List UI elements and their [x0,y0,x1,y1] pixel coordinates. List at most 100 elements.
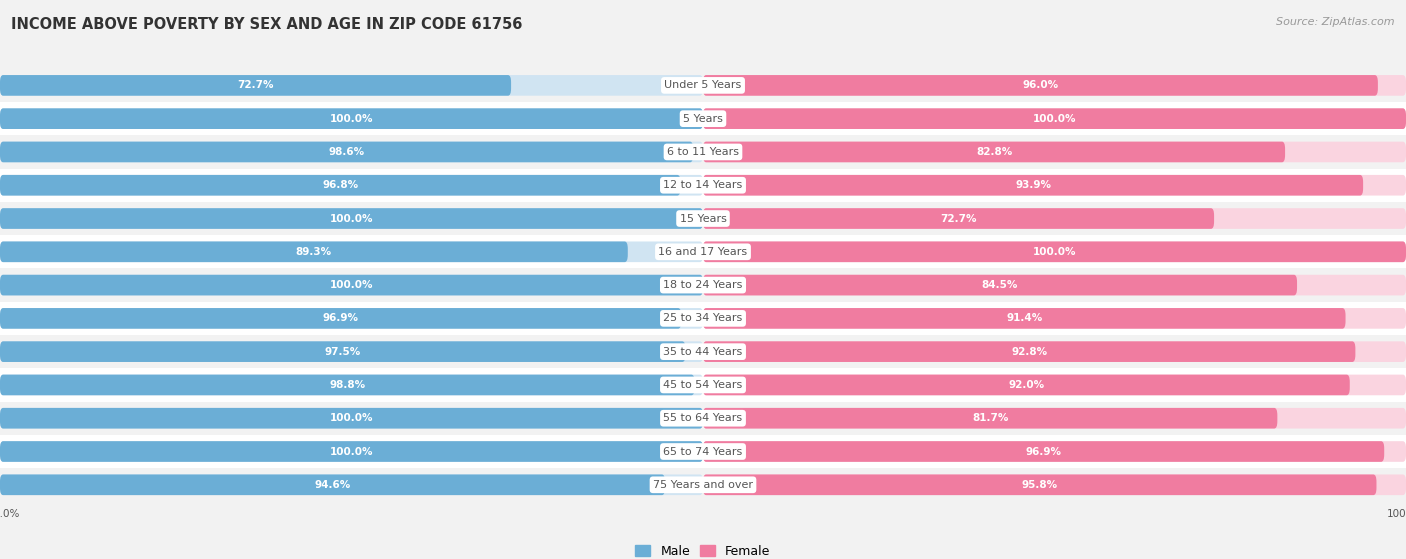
Text: INCOME ABOVE POVERTY BY SEX AND AGE IN ZIP CODE 61756: INCOME ABOVE POVERTY BY SEX AND AGE IN Z… [11,17,523,32]
FancyBboxPatch shape [0,375,703,395]
FancyBboxPatch shape [703,408,1277,429]
Text: 92.8%: 92.8% [1011,347,1047,357]
FancyBboxPatch shape [703,375,1406,395]
FancyBboxPatch shape [0,401,1406,435]
FancyBboxPatch shape [703,475,1376,495]
FancyBboxPatch shape [0,208,703,229]
Text: 72.7%: 72.7% [238,80,274,91]
FancyBboxPatch shape [703,308,1346,329]
FancyBboxPatch shape [0,275,703,295]
FancyBboxPatch shape [703,141,1285,162]
Text: 96.8%: 96.8% [322,180,359,190]
FancyBboxPatch shape [703,75,1406,96]
FancyBboxPatch shape [703,342,1355,362]
FancyBboxPatch shape [0,241,627,262]
Text: 89.3%: 89.3% [295,247,332,257]
Text: 100.0%: 100.0% [330,214,373,224]
FancyBboxPatch shape [0,475,665,495]
FancyBboxPatch shape [703,342,1406,362]
FancyBboxPatch shape [0,342,686,362]
FancyBboxPatch shape [703,275,1406,295]
FancyBboxPatch shape [703,475,1406,495]
FancyBboxPatch shape [0,208,703,229]
Text: 100.0%: 100.0% [330,447,373,457]
FancyBboxPatch shape [0,75,512,96]
Text: 100.0%: 100.0% [1033,247,1076,257]
FancyBboxPatch shape [703,308,1406,329]
Text: 93.9%: 93.9% [1015,180,1052,190]
Text: 96.9%: 96.9% [1025,447,1062,457]
Text: 91.4%: 91.4% [1007,314,1042,323]
Text: 72.7%: 72.7% [941,214,977,224]
FancyBboxPatch shape [0,69,1406,102]
FancyBboxPatch shape [0,408,703,429]
Text: 81.7%: 81.7% [972,413,1008,423]
Text: 84.5%: 84.5% [981,280,1018,290]
Text: 35 to 44 Years: 35 to 44 Years [664,347,742,357]
Text: 5 Years: 5 Years [683,113,723,124]
FancyBboxPatch shape [0,441,703,462]
Text: 94.6%: 94.6% [315,480,350,490]
Text: 95.8%: 95.8% [1022,480,1057,490]
Text: Under 5 Years: Under 5 Years [665,80,741,91]
FancyBboxPatch shape [703,241,1406,262]
FancyBboxPatch shape [703,241,1406,262]
Text: 92.0%: 92.0% [1008,380,1045,390]
Text: 96.9%: 96.9% [322,314,359,323]
FancyBboxPatch shape [0,141,703,162]
FancyBboxPatch shape [703,208,1213,229]
FancyBboxPatch shape [703,141,1406,162]
Text: 82.8%: 82.8% [976,147,1012,157]
Text: 25 to 34 Years: 25 to 34 Years [664,314,742,323]
Text: 18 to 24 Years: 18 to 24 Years [664,280,742,290]
FancyBboxPatch shape [0,375,695,395]
FancyBboxPatch shape [0,268,1406,302]
FancyBboxPatch shape [703,108,1406,129]
FancyBboxPatch shape [0,302,1406,335]
FancyBboxPatch shape [0,408,703,429]
FancyBboxPatch shape [703,175,1364,196]
FancyBboxPatch shape [0,342,703,362]
FancyBboxPatch shape [703,441,1406,462]
Text: 6 to 11 Years: 6 to 11 Years [666,147,740,157]
FancyBboxPatch shape [0,102,1406,135]
Text: 100.0%: 100.0% [330,280,373,290]
Legend: Male, Female: Male, Female [636,545,770,558]
FancyBboxPatch shape [703,108,1406,129]
FancyBboxPatch shape [703,408,1406,429]
FancyBboxPatch shape [703,441,1385,462]
FancyBboxPatch shape [0,135,1406,169]
FancyBboxPatch shape [0,108,703,129]
Text: 16 and 17 Years: 16 and 17 Years [658,247,748,257]
Text: Source: ZipAtlas.com: Source: ZipAtlas.com [1277,17,1395,27]
Text: 12 to 14 Years: 12 to 14 Years [664,180,742,190]
Text: 100.0%: 100.0% [330,113,373,124]
FancyBboxPatch shape [0,475,703,495]
FancyBboxPatch shape [0,335,1406,368]
FancyBboxPatch shape [0,441,703,462]
FancyBboxPatch shape [703,175,1406,196]
FancyBboxPatch shape [0,175,703,196]
FancyBboxPatch shape [0,235,1406,268]
FancyBboxPatch shape [0,75,703,96]
Text: 75 Years and over: 75 Years and over [652,480,754,490]
Text: 55 to 64 Years: 55 to 64 Years [664,413,742,423]
FancyBboxPatch shape [0,308,703,329]
FancyBboxPatch shape [0,141,693,162]
FancyBboxPatch shape [703,275,1298,295]
FancyBboxPatch shape [0,275,703,295]
Text: 65 to 74 Years: 65 to 74 Years [664,447,742,457]
FancyBboxPatch shape [0,241,703,262]
FancyBboxPatch shape [0,202,1406,235]
FancyBboxPatch shape [703,375,1350,395]
FancyBboxPatch shape [0,435,1406,468]
FancyBboxPatch shape [703,208,1406,229]
Text: 98.6%: 98.6% [329,147,364,157]
FancyBboxPatch shape [703,75,1378,96]
FancyBboxPatch shape [0,368,1406,401]
Text: 100.0%: 100.0% [1033,113,1076,124]
FancyBboxPatch shape [0,468,1406,501]
Text: 96.0%: 96.0% [1022,80,1059,91]
FancyBboxPatch shape [0,308,682,329]
Text: 98.8%: 98.8% [329,380,366,390]
